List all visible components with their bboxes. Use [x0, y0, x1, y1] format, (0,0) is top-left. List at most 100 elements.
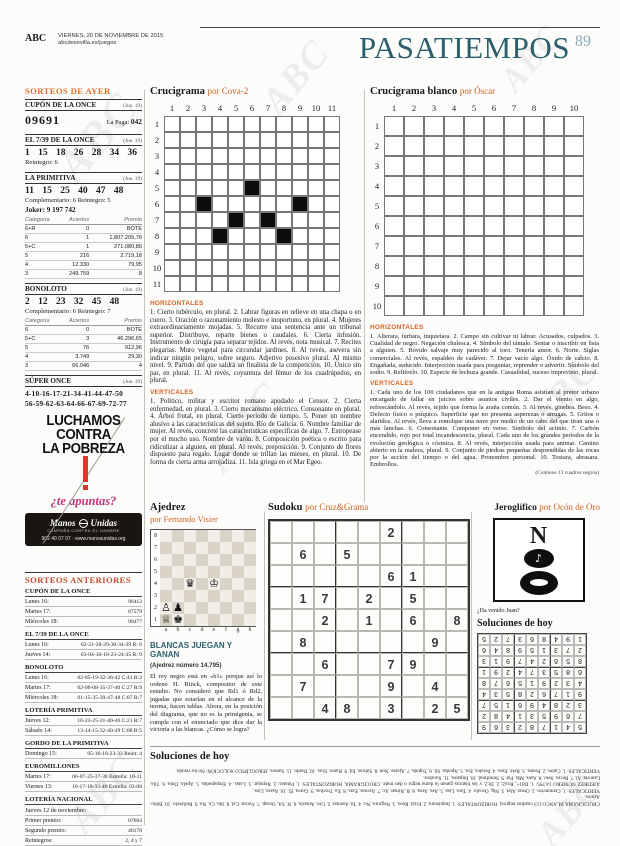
crossword-cell[interactable]: [444, 256, 464, 276]
crossword-cell[interactable]: [276, 212, 292, 228]
crossword-cell[interactable]: [308, 164, 324, 180]
crossword-cell[interactable]: [564, 176, 584, 196]
crossword-cell[interactable]: [292, 244, 308, 260]
sudoku-cell[interactable]: [292, 609, 314, 631]
crossword-cell[interactable]: [444, 116, 464, 136]
sudoku-cell[interactable]: [380, 543, 402, 565]
crossword-cell[interactable]: [324, 180, 340, 196]
crossword-cell[interactable]: [228, 148, 244, 164]
black-cell[interactable]: [196, 196, 212, 212]
sudoku-cell[interactable]: 1: [292, 587, 314, 609]
crossword-cell[interactable]: [276, 196, 292, 212]
crossword-cell[interactable]: [196, 132, 212, 148]
sudoku-cell[interactable]: [424, 543, 446, 565]
crossword-cell[interactable]: [292, 212, 308, 228]
crossword-cell[interactable]: [504, 156, 524, 176]
crossword-cell[interactable]: [260, 116, 276, 132]
crossword-cell[interactable]: [180, 164, 196, 180]
sudoku-cell[interactable]: [358, 675, 380, 697]
sudoku-cell[interactable]: [358, 521, 380, 543]
sudoku-cell[interactable]: 4: [424, 675, 446, 697]
crossword-cell[interactable]: [276, 276, 292, 292]
crossword-cell[interactable]: [464, 236, 484, 256]
crossword-cell[interactable]: [212, 260, 228, 276]
sudoku-cell[interactable]: [402, 697, 424, 719]
crossword-cell[interactable]: [244, 164, 260, 180]
sudoku-cell[interactable]: [270, 675, 292, 697]
crossword-cell[interactable]: [180, 116, 196, 132]
sudoku-cell[interactable]: [402, 631, 424, 653]
crossword-cell[interactable]: [308, 228, 324, 244]
crossword-cell[interactable]: [384, 256, 404, 276]
crossword-cell[interactable]: [196, 164, 212, 180]
crossword-cell[interactable]: [212, 244, 228, 260]
crossword-cell[interactable]: [228, 196, 244, 212]
sudoku-cell[interactable]: [270, 697, 292, 719]
crossword-cell[interactable]: [308, 180, 324, 196]
crossword-cell[interactable]: [180, 260, 196, 276]
crossword-cell[interactable]: [544, 116, 564, 136]
crossword-cell[interactable]: [212, 132, 228, 148]
crossword-cell[interactable]: [244, 260, 260, 276]
crossword-cell[interactable]: [424, 156, 444, 176]
crossword-cell[interactable]: [196, 212, 212, 228]
crossword-cell[interactable]: [444, 176, 464, 196]
sudoku-cell[interactable]: [358, 697, 380, 719]
sudoku-cell[interactable]: [402, 675, 424, 697]
crossword-cell[interactable]: [564, 256, 584, 276]
crossword-cell[interactable]: [464, 156, 484, 176]
sudoku-cell[interactable]: 7: [314, 587, 336, 609]
sudoku-cell[interactable]: [424, 565, 446, 587]
sudoku-cell[interactable]: [292, 521, 314, 543]
crossword-cell[interactable]: [228, 244, 244, 260]
crossword-cell[interactable]: [324, 244, 340, 260]
sudoku-cell[interactable]: 7: [380, 653, 402, 675]
chess-board[interactable]: 8 7 6 5 4 ♛ ♔ 3 2 ♙ ♟ 1 ♕ ♚: [150, 529, 256, 627]
sudoku-cell[interactable]: [446, 543, 468, 565]
crossword-cell[interactable]: [564, 196, 584, 216]
sudoku-cell[interactable]: 6: [314, 653, 336, 675]
crossword-cell[interactable]: [228, 276, 244, 292]
crossword-cell[interactable]: [180, 228, 196, 244]
crossword-cell[interactable]: [444, 216, 464, 236]
sudoku-cell[interactable]: [424, 609, 446, 631]
black-cell[interactable]: [260, 212, 276, 228]
crossword-cell[interactable]: [228, 116, 244, 132]
crossword-cell[interactable]: [484, 176, 504, 196]
crossword-cell[interactable]: [544, 276, 564, 296]
crossword-cell[interactable]: [404, 296, 424, 316]
crossword-cell[interactable]: [424, 216, 444, 236]
crossword-cell[interactable]: [404, 116, 424, 136]
crossword-cell[interactable]: [524, 276, 544, 296]
crossword-cell[interactable]: [484, 116, 504, 136]
sudoku-cell[interactable]: [446, 565, 468, 587]
crossword-cell[interactable]: [404, 196, 424, 216]
crossword-cell[interactable]: [324, 132, 340, 148]
crossword-cell[interactable]: [324, 148, 340, 164]
sudoku-cell[interactable]: [270, 609, 292, 631]
sudoku-cell[interactable]: 2: [424, 697, 446, 719]
crossword-cell[interactable]: [164, 196, 180, 212]
crossword-cell[interactable]: [292, 148, 308, 164]
sudoku-cell[interactable]: [292, 565, 314, 587]
crossword-cell[interactable]: [524, 256, 544, 276]
crossword-cell[interactable]: [324, 212, 340, 228]
crossword-cell[interactable]: [260, 132, 276, 148]
crossword-cell[interactable]: [504, 136, 524, 156]
crossword-cell[interactable]: [544, 176, 564, 196]
crossword-cell[interactable]: [228, 164, 244, 180]
crossword-cell[interactable]: [524, 156, 544, 176]
crossword-cell[interactable]: [544, 236, 564, 256]
sudoku-cell[interactable]: 1: [358, 609, 380, 631]
crossword-cell[interactable]: [404, 156, 424, 176]
sudoku-cell[interactable]: [446, 653, 468, 675]
blanco-grid[interactable]: 1 2 3 4 5 6 7 8 9 10 1 2 3 4 5 6 7 8 9 10: [370, 101, 599, 316]
crossword-cell[interactable]: [464, 216, 484, 236]
crossword-cell[interactable]: [196, 148, 212, 164]
crossword-cell[interactable]: [308, 244, 324, 260]
crossword-cell[interactable]: [260, 196, 276, 212]
sudoku-cell[interactable]: [446, 521, 468, 543]
crossword-cell[interactable]: [484, 216, 504, 236]
crossword-cell[interactable]: [276, 180, 292, 196]
crossword-cell[interactable]: [424, 236, 444, 256]
